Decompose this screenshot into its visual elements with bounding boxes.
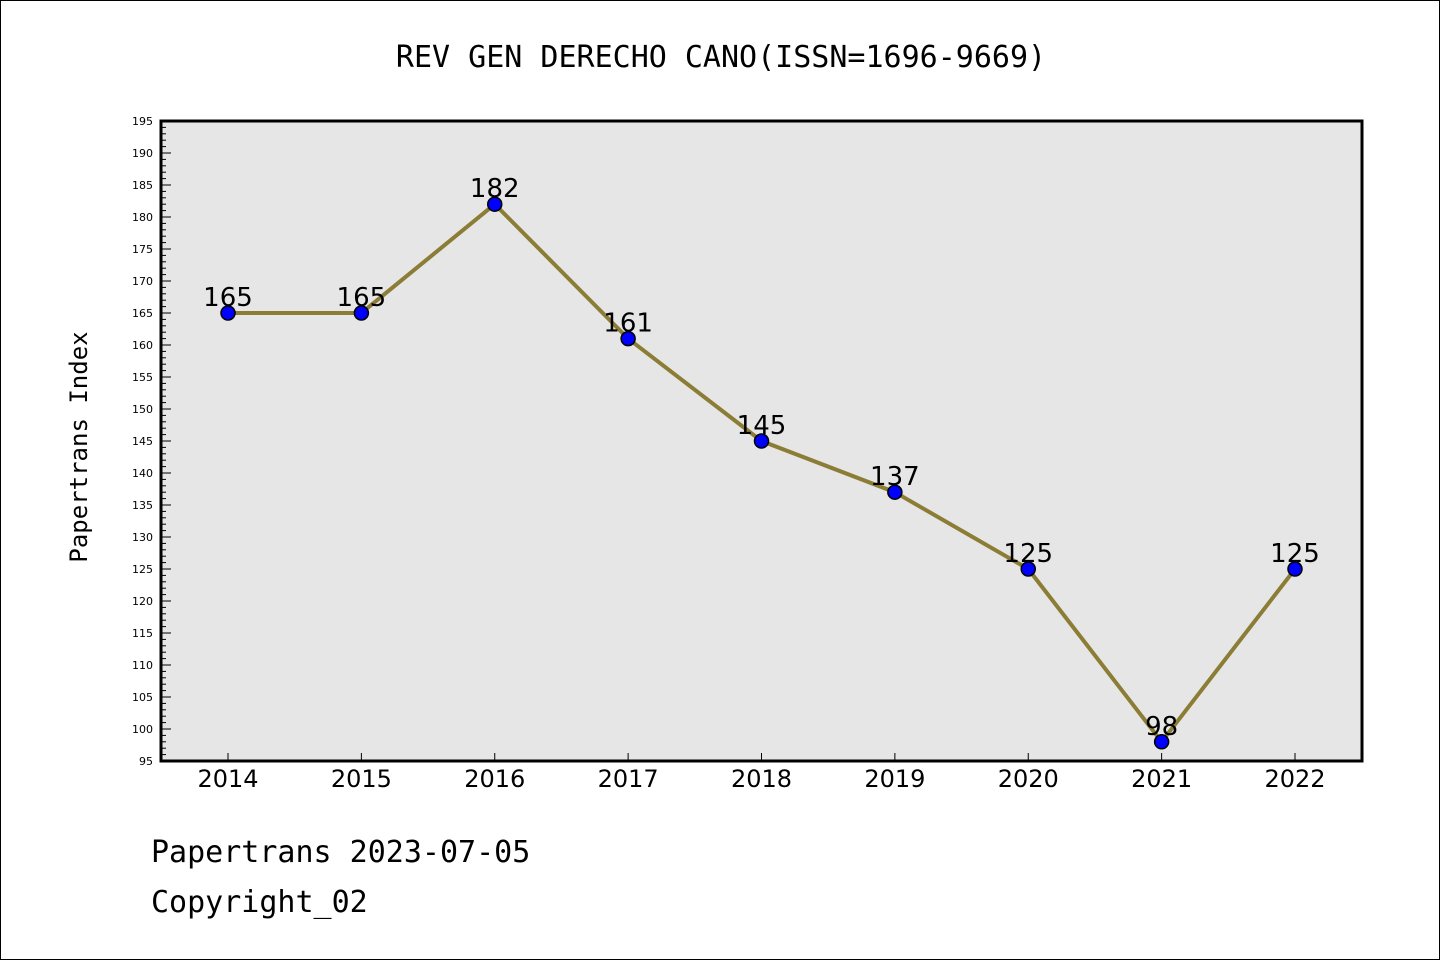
data-point-marker	[753, 433, 770, 449]
y-tick-label: 175	[132, 243, 153, 256]
data-point-marker	[887, 484, 903, 500]
data-label: 161	[603, 309, 653, 339]
chart-title: REV GEN DERECHO CANO(ISSN=1696-9669)	[396, 40, 1046, 75]
data-label: 165	[337, 283, 387, 313]
y-tick-label: 150	[132, 403, 153, 416]
x-tick-label: 2018	[731, 765, 792, 793]
data-point-marker	[620, 330, 636, 347]
y-tick-label: 115	[132, 627, 153, 640]
y-tick-label: 100	[132, 723, 153, 736]
y-tick-label: 165	[132, 307, 153, 320]
x-tick-label: 2016	[464, 765, 525, 793]
data-point-marker	[1287, 561, 1303, 577]
data-point-marker	[1020, 561, 1036, 577]
data-label: 98	[1145, 712, 1178, 742]
x-tick-label: 2017	[598, 765, 659, 793]
y-tick-label: 140	[132, 467, 153, 480]
y-tick-label: 130	[132, 531, 153, 544]
data-point-marker	[1153, 734, 1170, 750]
footer-copyright: Copyright_02	[151, 885, 368, 920]
y-tick-label: 135	[132, 499, 153, 512]
y-tick-label: 180	[132, 211, 153, 224]
y-tick-label: 170	[132, 275, 153, 288]
y-tick-label: 145	[132, 435, 153, 448]
y-tick-label: 195	[132, 115, 153, 128]
data-label: 137	[870, 462, 920, 492]
y-axis-label: Papertrans Index	[65, 331, 93, 562]
data-label: 182	[470, 174, 520, 204]
y-tick-label: 190	[132, 147, 153, 160]
series-papertrans-index: 165 165 182 161 145 137 125 98 125	[203, 174, 1320, 750]
footer-date-label: Papertrans 2023-07-05	[151, 835, 531, 870]
data-point-marker	[353, 305, 370, 321]
x-tick-label: 2020	[998, 765, 1059, 793]
x-tick-label: 2019	[864, 765, 925, 793]
y-tick-label: 125	[132, 563, 153, 576]
plot-frame	[159, 119, 1364, 763]
data-label: 165	[203, 283, 253, 313]
data-label: 145	[737, 411, 787, 441]
data-label: 125	[1003, 539, 1053, 569]
data-point-marker	[220, 305, 236, 321]
x-tick-label: 2022	[1264, 765, 1325, 793]
y-axis: 95 100 105 110 115 120 125 130 135 140 145 150 155 16…	[132, 115, 171, 768]
y-tick-label: 120	[132, 595, 153, 608]
y-tick-label: 155	[132, 371, 153, 384]
y-tick-label: 110	[132, 659, 153, 672]
y-tick-label: 185	[132, 179, 153, 192]
x-tick-label: 2015	[331, 765, 392, 793]
y-tick-label: 105	[132, 691, 153, 704]
data-point-marker	[487, 196, 503, 212]
x-axis: 2014 2015 2016 2017 2018 2019 2020 2021 2022	[197, 753, 1326, 793]
x-tick-label: 2021	[1131, 765, 1192, 793]
data-label: 125	[1270, 539, 1320, 569]
y-tick-label: 160	[132, 339, 153, 352]
y-tick-label: 95	[139, 755, 153, 768]
x-tick-label: 2014	[197, 765, 258, 793]
